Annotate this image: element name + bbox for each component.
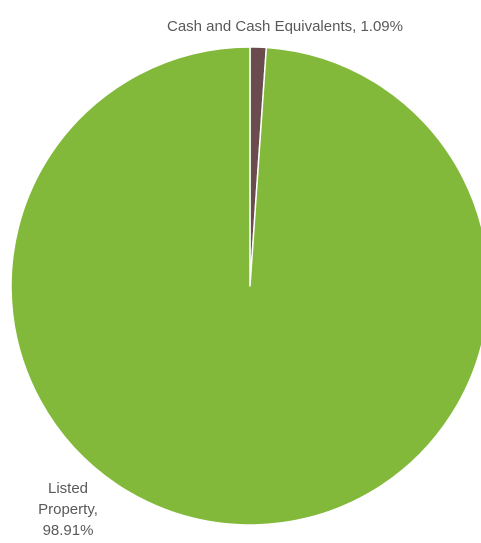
slice-label-cash-and-cash-equivalents: Cash and Cash Equivalents, 1.09%: [167, 18, 403, 35]
slice-label-listed-property: Listed Property, 98.91%: [38, 480, 98, 539]
slice-label-line: Property,: [38, 501, 98, 518]
slice-label-line: Cash and Cash Equivalents, 1.09%: [167, 18, 403, 35]
slice-label-line: 98.91%: [43, 522, 94, 539]
pie-slices: [10, 46, 481, 526]
slice-labels: Cash and Cash Equivalents, 1.09% Listed Pr…: [38, 18, 403, 539]
slice-label-line: Listed: [48, 480, 88, 497]
pie-slice-listed-property: [10, 46, 481, 526]
